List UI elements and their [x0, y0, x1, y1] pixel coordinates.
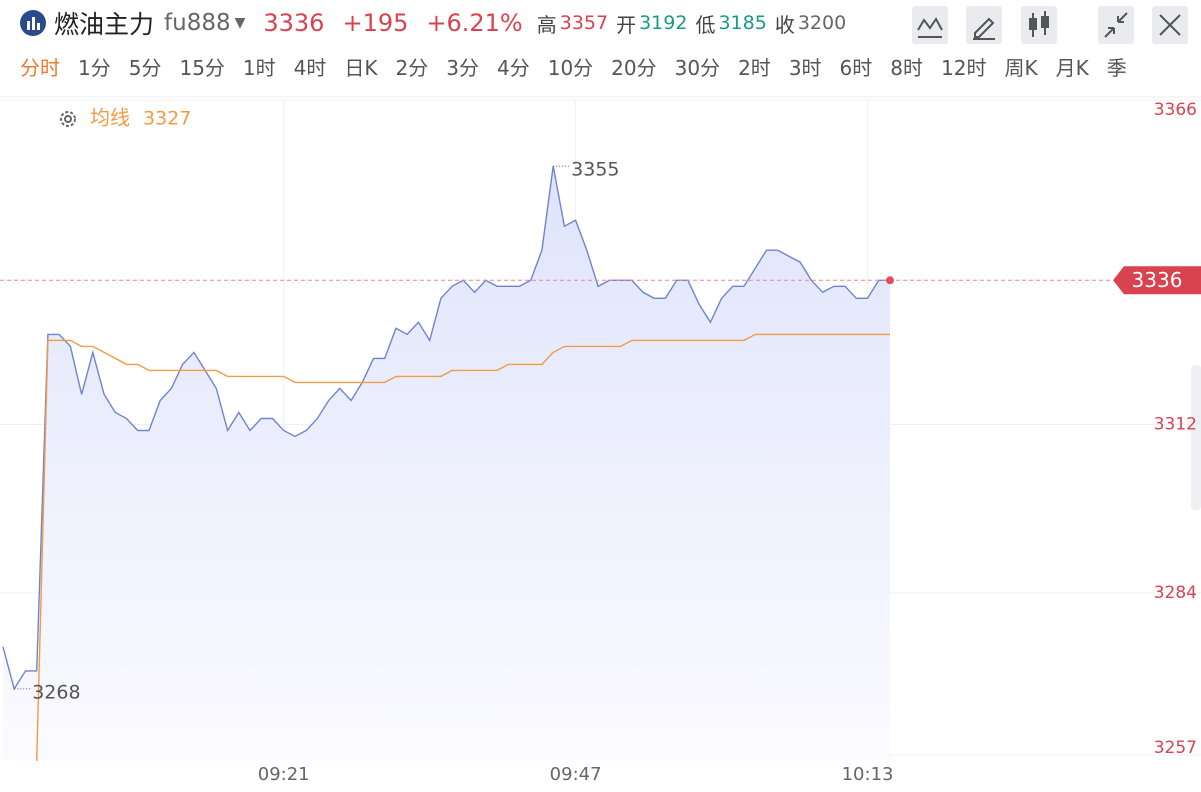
x-tick-label: 10:13: [842, 764, 894, 785]
stats: 高 3357 开 3192 低 3185 收 3200: [537, 9, 854, 38]
tab[interactable]: 12时: [941, 56, 987, 80]
legend-label: 均线: [90, 106, 130, 130]
icons: [912, 6, 1188, 44]
tab[interactable]: 15分: [179, 56, 225, 80]
shrink-icon: [1104, 12, 1128, 38]
legend: 均线 3327: [60, 106, 191, 130]
average-line: [36, 333, 890, 762]
price-line: [2, 165, 890, 691]
stat-label: 开: [616, 12, 637, 37]
close-icon: [1159, 14, 1181, 36]
x-tick-label: 09:21: [258, 764, 310, 785]
tab[interactable]: 1分: [78, 56, 111, 80]
tab[interactable]: 6时: [839, 56, 873, 80]
x-tick-label: 09:47: [550, 764, 602, 785]
line-tool-button[interactable]: [912, 6, 948, 44]
tab[interactable]: 10分: [547, 56, 594, 80]
settings-icon: [64, 115, 72, 123]
code: fu888: [164, 10, 231, 36]
tab[interactable]: 3时: [788, 56, 822, 80]
tab[interactable]: 2分: [395, 56, 429, 80]
tab[interactable]: 周K: [1004, 56, 1038, 80]
tab[interactable]: 2时: [738, 56, 771, 80]
tab[interactable]: 季: [1106, 56, 1127, 80]
stat-label: 低: [695, 12, 716, 37]
pen-icon: [973, 17, 995, 40]
current-price-tag: [1113, 266, 1201, 295]
tab[interactable]: 20分: [611, 56, 657, 80]
y-tick-label: 3312: [1154, 414, 1197, 434]
candle-icon: [1041, 16, 1049, 28]
tab[interactable]: 3分: [446, 56, 479, 80]
stat-value: 3200: [797, 12, 847, 34]
settings-icon[interactable]: [60, 111, 76, 127]
stat-label: 收: [774, 12, 795, 37]
stat-value: 3357: [559, 12, 609, 34]
tab[interactable]: 1时: [242, 56, 276, 80]
timeframe-tabs: 分时 1分 5分 15分 1时 4时 日K 2分 3分 4分 10分 20分 30分 2时 3时 6时 8时 12…: [20, 52, 1201, 81]
tab[interactable]: 4时: [293, 56, 327, 80]
stat-value: 3192: [639, 12, 688, 34]
candle-button[interactable]: [1021, 6, 1057, 44]
candle-icon: [1029, 18, 1037, 30]
line-icon: [917, 17, 943, 38]
area-fill: [3, 166, 890, 761]
tab[interactable]: 5分: [128, 56, 162, 80]
tab[interactable]: 日K: [344, 56, 378, 80]
y-tick-label: 3366: [1154, 100, 1197, 120]
tab[interactable]: 分时: [20, 56, 60, 80]
tab[interactable]: 4分: [496, 56, 530, 80]
shrink-button[interactable]: [1098, 6, 1134, 44]
change: +195: [342, 9, 409, 37]
max-label: 3355: [571, 159, 619, 181]
tab[interactable]: 月K: [1055, 56, 1089, 80]
change-pct: +6.21%: [426, 9, 523, 37]
current-point: [886, 276, 894, 285]
logo: [20, 10, 46, 36]
min-label: 3268: [32, 681, 80, 703]
tab[interactable]: 8时: [890, 56, 924, 80]
stat-value: 3185: [718, 12, 767, 34]
name: 燃油主力: [54, 10, 155, 39]
header: 燃油主力 fu888 ▼ 3336 +195 +6.21% 高 3357 开 3192…: [20, 6, 864, 40]
y-tick-label: 3284: [1154, 583, 1197, 603]
price: 3336: [263, 9, 325, 37]
scroll-handle[interactable]: [1191, 365, 1201, 510]
y-tick-label: 3257: [1154, 738, 1197, 758]
current-price-label: 3336: [1132, 268, 1183, 292]
stat-label: 高: [536, 12, 557, 37]
tab[interactable]: 30分: [674, 56, 721, 80]
dropdown[interactable]: ▼: [234, 15, 246, 31]
legend-value: 3327: [143, 108, 191, 130]
